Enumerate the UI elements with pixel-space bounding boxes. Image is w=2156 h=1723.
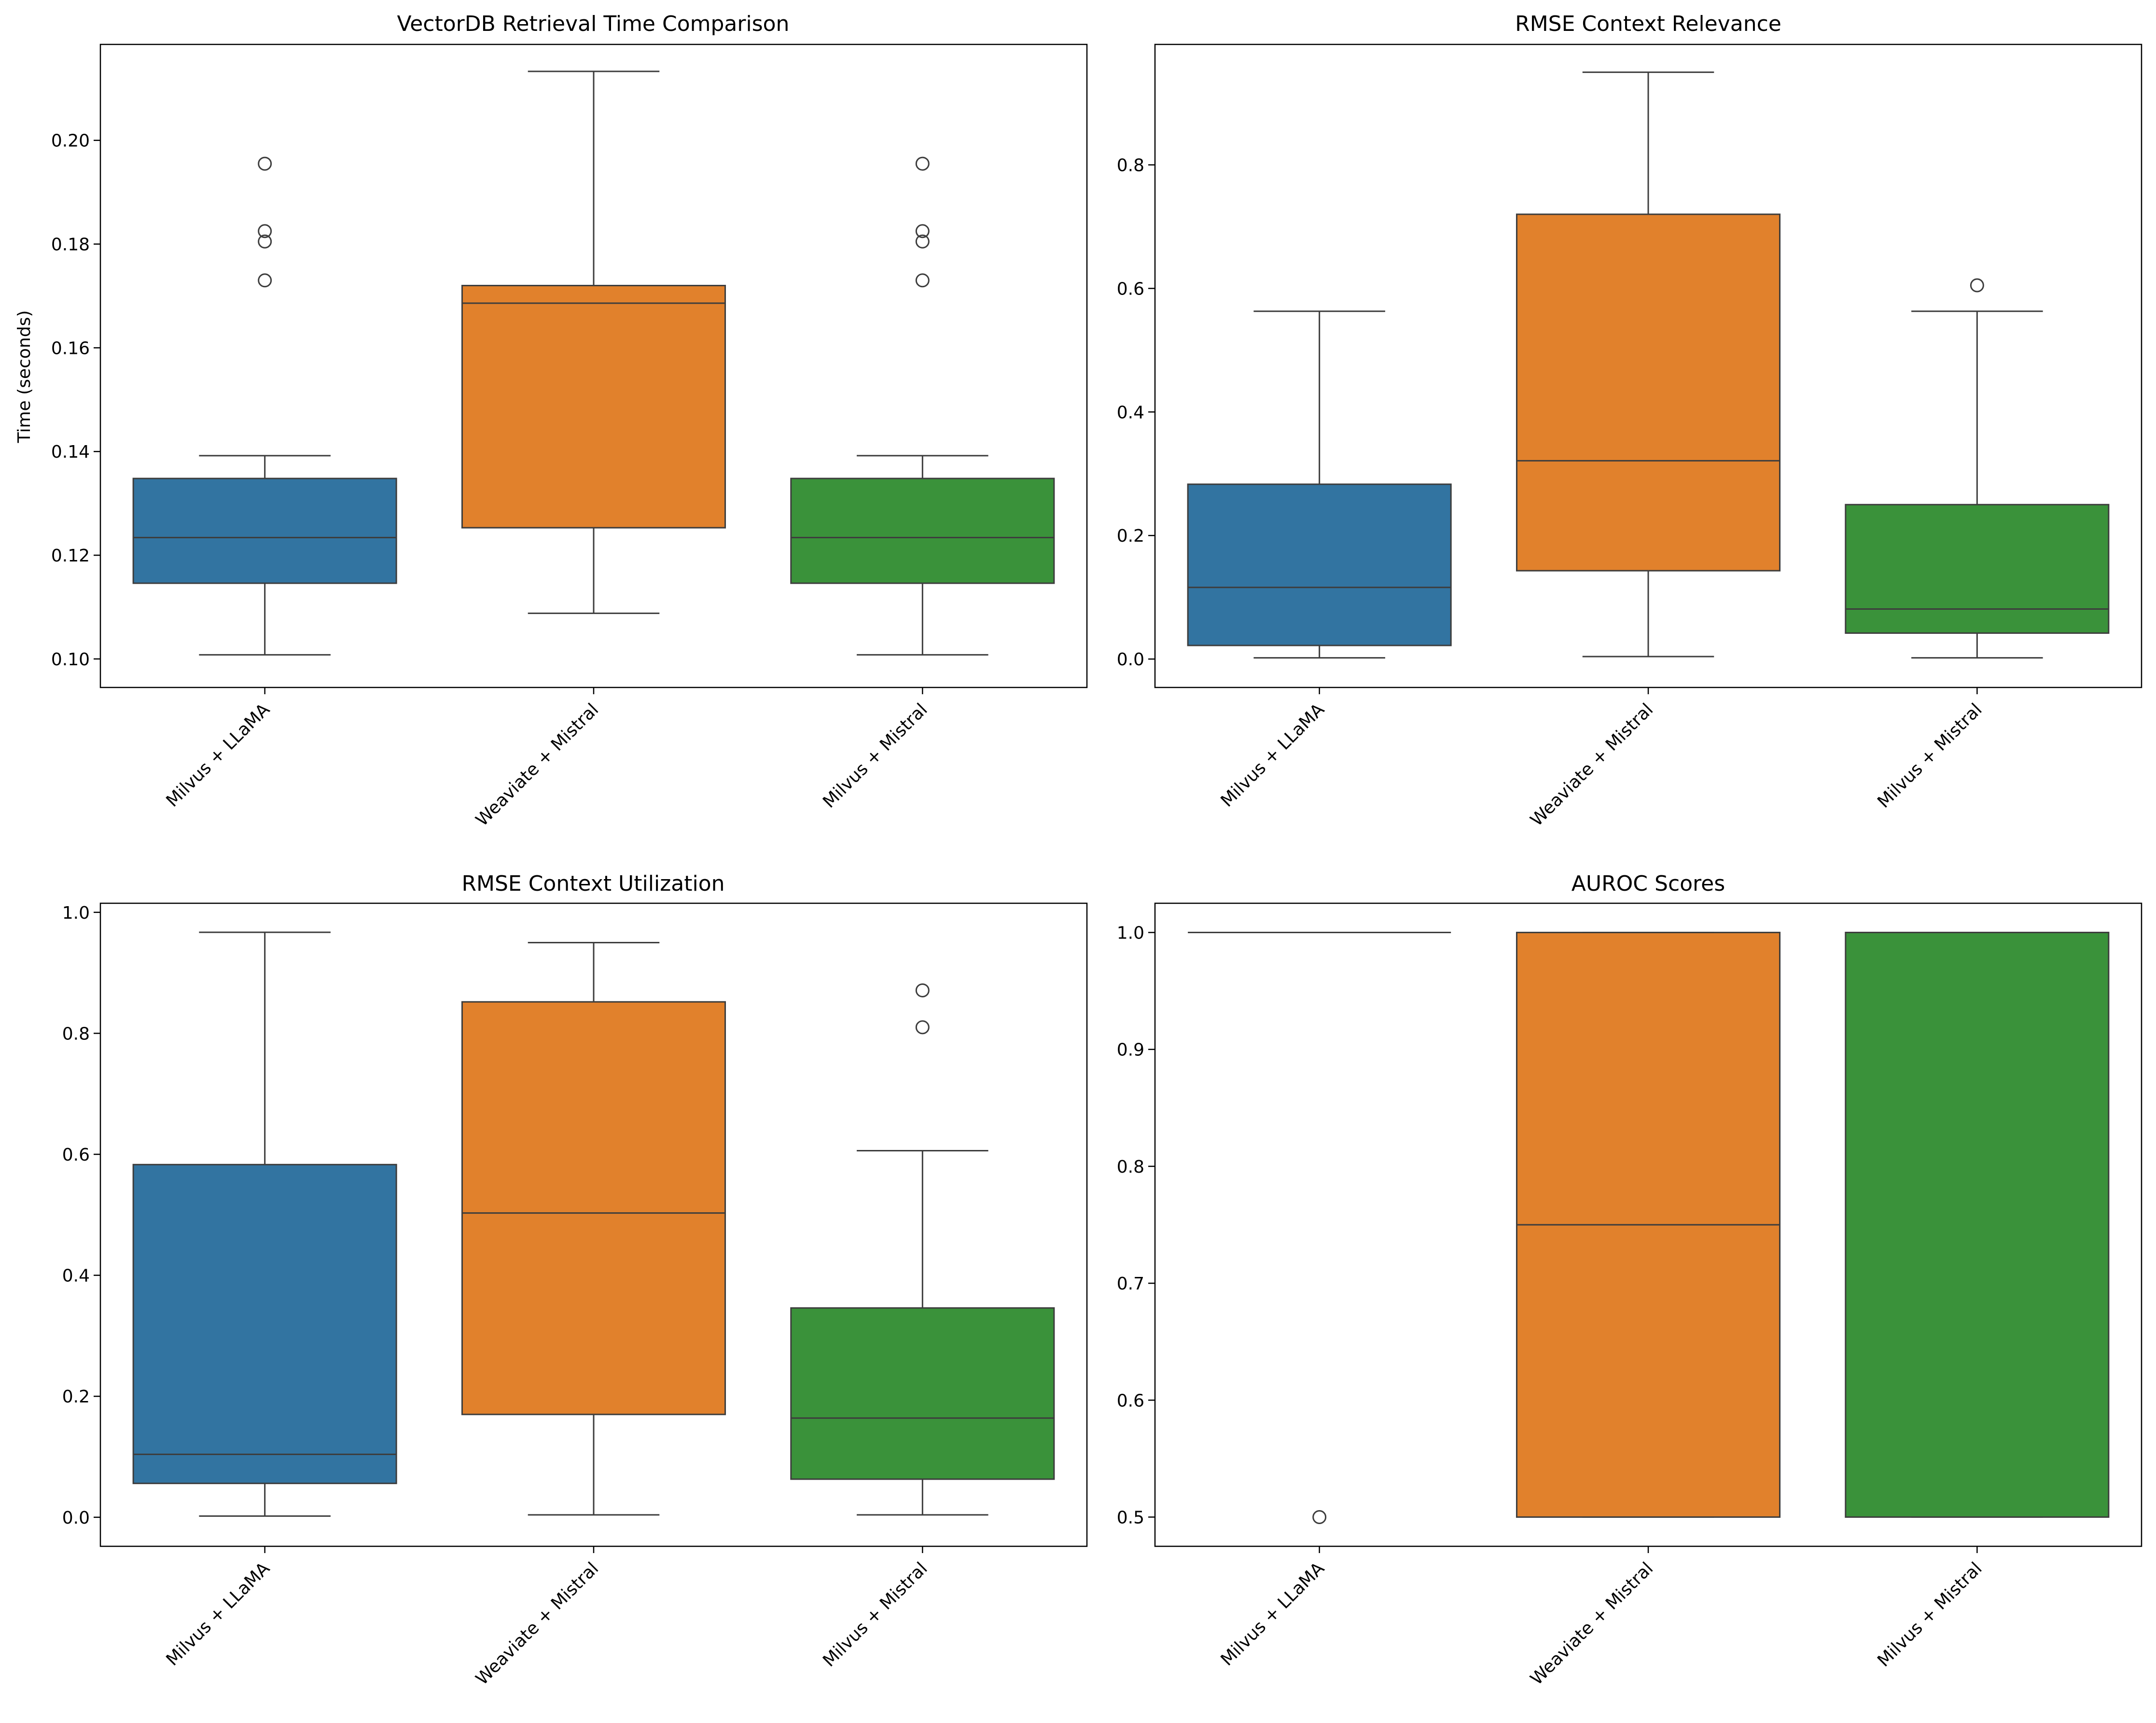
axes-frame xyxy=(1154,902,2142,1547)
subplot-title: AUROC Scores xyxy=(1572,871,1725,896)
y-tick-label: 0.6 xyxy=(1117,1391,1144,1411)
box-body xyxy=(1845,504,2110,634)
y-tick-label: 0.5 xyxy=(1117,1508,1144,1527)
axes-frame xyxy=(1154,43,2142,688)
y-tick-label: 0.0 xyxy=(62,1508,90,1528)
y-tick-label: 0.6 xyxy=(1117,279,1144,299)
y-axis-label: Time (seconds) xyxy=(14,310,34,444)
y-tick-label: 1.0 xyxy=(62,903,90,923)
outlier-point xyxy=(915,234,930,249)
box-body xyxy=(132,1163,397,1485)
box-milvus-llama xyxy=(1188,932,1451,1524)
box-body xyxy=(461,285,726,529)
y-tick-label: 0.2 xyxy=(62,1387,90,1407)
box-body xyxy=(1516,213,1781,572)
outlier-point xyxy=(915,273,930,288)
y-tick-label: 0.0 xyxy=(1117,650,1144,670)
box-body xyxy=(1187,483,1452,646)
box-milvus-mistral xyxy=(790,983,1055,1516)
subplot-context-utilization: RMSE Context Utilization 0.0 0.2 0.4 0.6 0.8… xyxy=(62,871,1088,1689)
outlier-point xyxy=(915,1020,930,1035)
subplot-title: RMSE Context Relevance xyxy=(1515,12,1781,36)
axes-frame xyxy=(99,902,1088,1547)
outlier-point xyxy=(258,234,272,249)
outlier-point xyxy=(258,156,272,171)
y-tick-label: 0.12 xyxy=(51,546,90,566)
y-tick-label: 0.16 xyxy=(51,338,90,358)
box-milvus-mistral xyxy=(790,156,1055,656)
outlier-point xyxy=(1970,278,1984,293)
outlier-point xyxy=(915,224,930,238)
outlier-point xyxy=(258,273,272,288)
outlier-point xyxy=(1312,1510,1327,1524)
outlier-point xyxy=(915,983,930,997)
y-tick-label: 0.14 xyxy=(51,442,90,462)
y-tick-label: 0.7 xyxy=(1117,1274,1144,1294)
outlier-point xyxy=(258,224,272,238)
box-body xyxy=(790,1307,1055,1480)
y-tick-label: 0.2 xyxy=(1117,526,1144,546)
y-tick-label: 0.8 xyxy=(62,1024,90,1044)
box-body xyxy=(461,1001,726,1415)
box-body xyxy=(790,477,1055,584)
box-milvus-mistral xyxy=(1845,932,2110,1518)
y-tick-label: 0.10 xyxy=(51,650,90,670)
y-tick-label: 1.0 xyxy=(1117,924,1144,943)
y-tick-label: 0.9 xyxy=(1117,1040,1144,1060)
outlier-point xyxy=(915,156,930,171)
box-milvus-mistral xyxy=(1845,278,2110,659)
y-tick-label: 0.4 xyxy=(1117,403,1144,422)
box-body xyxy=(132,477,397,584)
box-milvus-llama xyxy=(1187,310,1452,659)
y-tick-label: 0.18 xyxy=(51,235,90,255)
box-milvus-llama xyxy=(132,156,397,656)
box-weaviate-mistral xyxy=(461,70,726,614)
y-tick-label: 0.8 xyxy=(1117,156,1144,176)
y-tick-label: 0.20 xyxy=(51,131,90,151)
y-tick-label: 0.4 xyxy=(62,1266,90,1286)
box-weaviate-mistral xyxy=(1516,932,1781,1518)
y-tick-label: 0.6 xyxy=(62,1145,90,1165)
box-weaviate-mistral xyxy=(461,941,726,1516)
box-milvus-llama xyxy=(132,931,397,1517)
subplot-title: VectorDB Retrieval Time Comparison xyxy=(397,12,790,36)
subplot-title: RMSE Context Utilization xyxy=(461,871,724,896)
y-tick-label: 0.8 xyxy=(1117,1157,1144,1177)
box-body xyxy=(1845,932,2110,1518)
box-weaviate-mistral xyxy=(1516,71,1781,658)
axes-frame xyxy=(99,43,1088,688)
